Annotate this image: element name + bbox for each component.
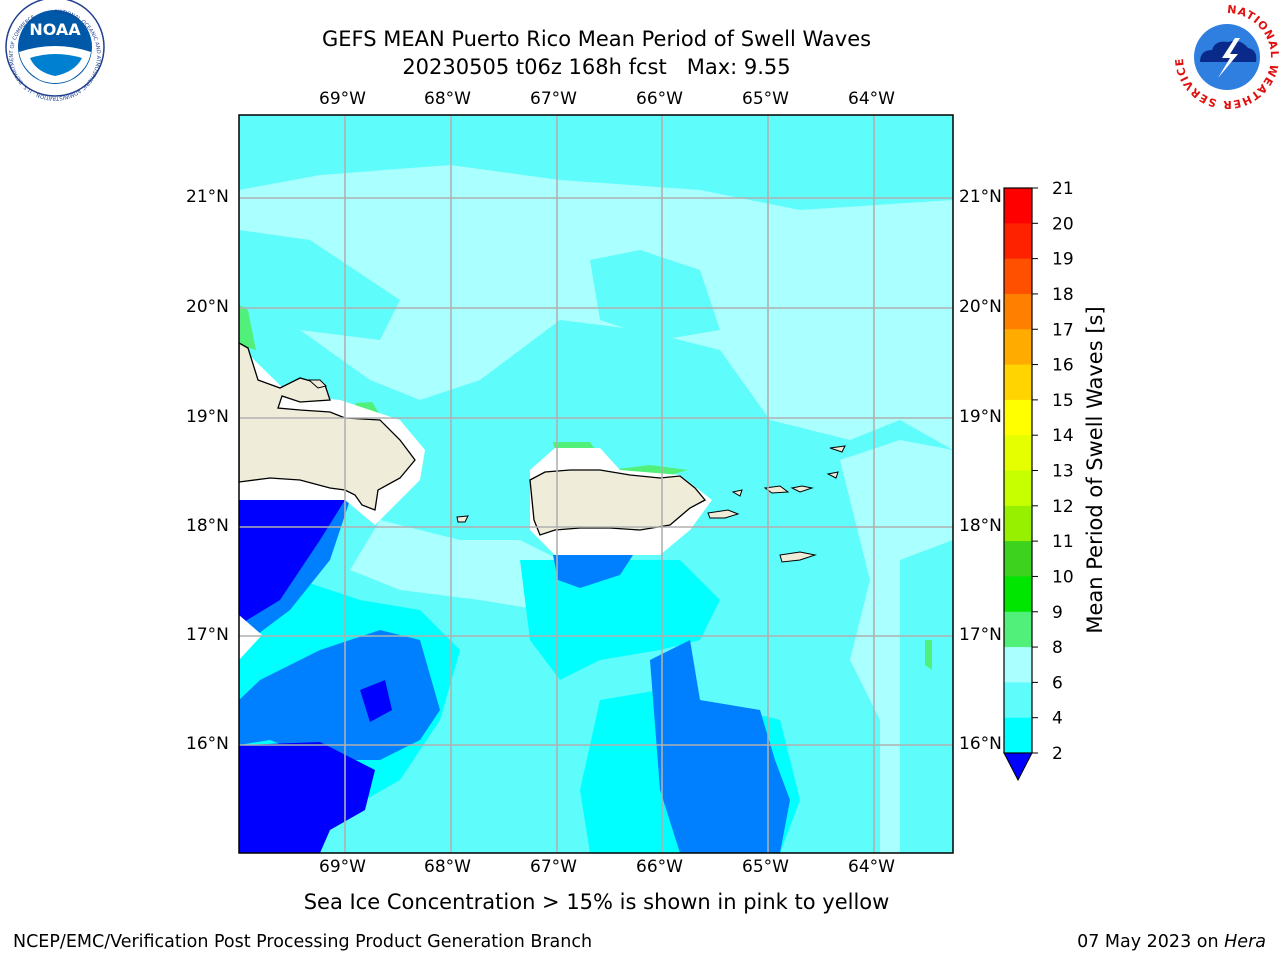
lon-tick-top-65w: 65°W (742, 89, 789, 109)
lon-tick-bottom-65w: 65°W (742, 857, 789, 877)
lat-tick-right-19n: 19°N (959, 407, 1002, 427)
lat-tick-left-20n: 20°N (186, 297, 229, 317)
colorbar-box (1004, 611, 1032, 648)
lon-tick-bottom-67w: 67°W (530, 857, 577, 877)
colorbar-box (1004, 399, 1032, 436)
cyan-patch-1 (590, 250, 720, 340)
lon-tick-bottom-69w: 69°W (319, 857, 366, 877)
hispaniola-land (239, 342, 416, 511)
colorbar: 21 20 19 18 17 16 15 14 13 12 11 10 9 8 6 4 2 (1003, 179, 1074, 782)
colorbar-box (1004, 470, 1032, 507)
footer-date-text: 07 May 2023 on (1077, 932, 1225, 952)
colorbar-tick-label: 17 (1052, 320, 1074, 340)
colorbar-box (1004, 188, 1032, 224)
footer-machine: Hera (1224, 932, 1266, 952)
lat-tick-right-18n: 18°N (959, 516, 1002, 536)
colorbar-tick-label: 13 (1052, 462, 1074, 482)
map-frame (238, 114, 954, 854)
lat-tick-right-20n: 20°N (959, 297, 1002, 317)
colorbar-box (1004, 258, 1032, 295)
blue-region-southwest (239, 630, 440, 760)
colorbar-tick-label: 9 (1052, 603, 1063, 623)
lon-tick-top-64w: 64°W (848, 89, 895, 109)
colorbar-tick-label: 14 (1052, 426, 1074, 446)
dark-blue-region-west (239, 500, 345, 625)
lon-tick-top-68w: 68°W (424, 89, 471, 109)
anegada-island (826, 471, 839, 479)
colorbar-box (1004, 293, 1032, 330)
chart-title-line2: 20230505 t06z 168h fcst Max: 9.55 (402, 55, 791, 79)
lon-tick-bottom-68w: 68°W (424, 857, 471, 877)
colorbar-tick-label: 4 (1052, 709, 1063, 729)
colorbar-tick-label: 11 (1052, 532, 1074, 552)
colorbar-box (1004, 647, 1032, 683)
lat-tick-left-16n: 16°N (186, 734, 229, 754)
colorbar-box (1004, 329, 1032, 366)
lat-tick-right-21n: 21°N (959, 187, 1002, 207)
chart-title-line1: GEFS MEAN Puerto Rico Mean Period of Swe… (321, 27, 872, 51)
lat-tick-left-17n: 17°N (186, 625, 229, 645)
cyan-patch-2 (239, 230, 400, 340)
colorbar-tick-label: 2 (1052, 744, 1063, 764)
lat-tick-left-18n: 18°N (186, 516, 229, 536)
colorbar-box (1004, 576, 1032, 613)
colorbar-tick-label: 12 (1052, 497, 1074, 517)
culebra-island (731, 489, 743, 497)
nws-logo: NATIONAL WEATHER SERVICE (1173, 3, 1280, 111)
sea-ice-note: Sea Ice Concentration > 15% is shown in … (303, 890, 890, 914)
blue-region-south (650, 640, 790, 853)
lat-tick-right-17n: 17°N (959, 625, 1002, 645)
lon-tick-top-67w: 67°W (530, 89, 577, 109)
colorbar-tick-label: 21 (1052, 179, 1074, 199)
colorbar-box (1004, 541, 1032, 577)
colorbar-tick-label: 20 (1052, 214, 1074, 234)
lat-tick-right-16n: 16°N (959, 734, 1002, 754)
st-croix-island (779, 551, 817, 563)
colorbar-box (1004, 717, 1032, 754)
lat-tick-left-19n: 19°N (186, 407, 229, 427)
colorbar-tick-label: 15 (1052, 391, 1074, 411)
mona-island (456, 515, 469, 523)
colorbar-box (1004, 682, 1032, 719)
bright-cyan-region-south (520, 560, 720, 680)
st-thomas-island (763, 485, 790, 494)
lon-tick-bottom-64w: 64°W (848, 857, 895, 877)
noaa-logo: NOAA NATIONAL OCEANIC AND ATMOSPHERIC AD… (5, 0, 105, 101)
cyan-band-north (239, 115, 953, 210)
vieques-island (707, 509, 740, 519)
lon-tick-top-69w: 69°W (319, 89, 366, 109)
lon-tick-top-66w: 66°W (636, 89, 683, 109)
light-cyan-region-mona (350, 520, 560, 610)
colorbar-box (1004, 223, 1032, 260)
swell-period-field (239, 115, 953, 853)
colorbar-box (1004, 505, 1032, 542)
lat-tick-left-21n: 21°N (186, 187, 229, 207)
footer-date: 07 May 2023 on Hera (1077, 932, 1266, 952)
tortola-island (790, 485, 814, 493)
colorbar-label: Mean Period of Swell Waves [s] (1083, 306, 1107, 634)
colorbar-tick-label: 6 (1052, 673, 1063, 693)
colorbar-tick-label: 16 (1052, 356, 1074, 376)
colorbar-tick-label: 10 (1052, 567, 1074, 587)
noaa-logo-text: NOAA (29, 20, 81, 39)
colorbar-extend-arrow (1003, 752, 1033, 782)
colorbar-tick-label: 19 (1052, 250, 1074, 270)
colorbar-box (1004, 435, 1032, 471)
footer-credit: NCEP/EMC/Verification Post Processing Pr… (13, 932, 593, 952)
lon-tick-bottom-66w: 66°W (636, 857, 683, 877)
gridlines (239, 115, 953, 853)
colorbar-tick-label: 18 (1052, 285, 1074, 305)
colorbar-box (1004, 364, 1032, 401)
dark-blue-region-southwest (239, 742, 375, 853)
colorbar-tick-label: 8 (1052, 638, 1063, 658)
